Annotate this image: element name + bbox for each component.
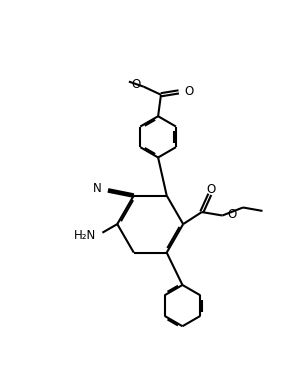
Text: N: N — [93, 182, 102, 195]
Text: O: O — [207, 183, 216, 196]
Text: H₂N: H₂N — [74, 229, 96, 242]
Text: O: O — [131, 78, 140, 91]
Text: O: O — [184, 85, 193, 98]
Text: O: O — [227, 208, 237, 222]
